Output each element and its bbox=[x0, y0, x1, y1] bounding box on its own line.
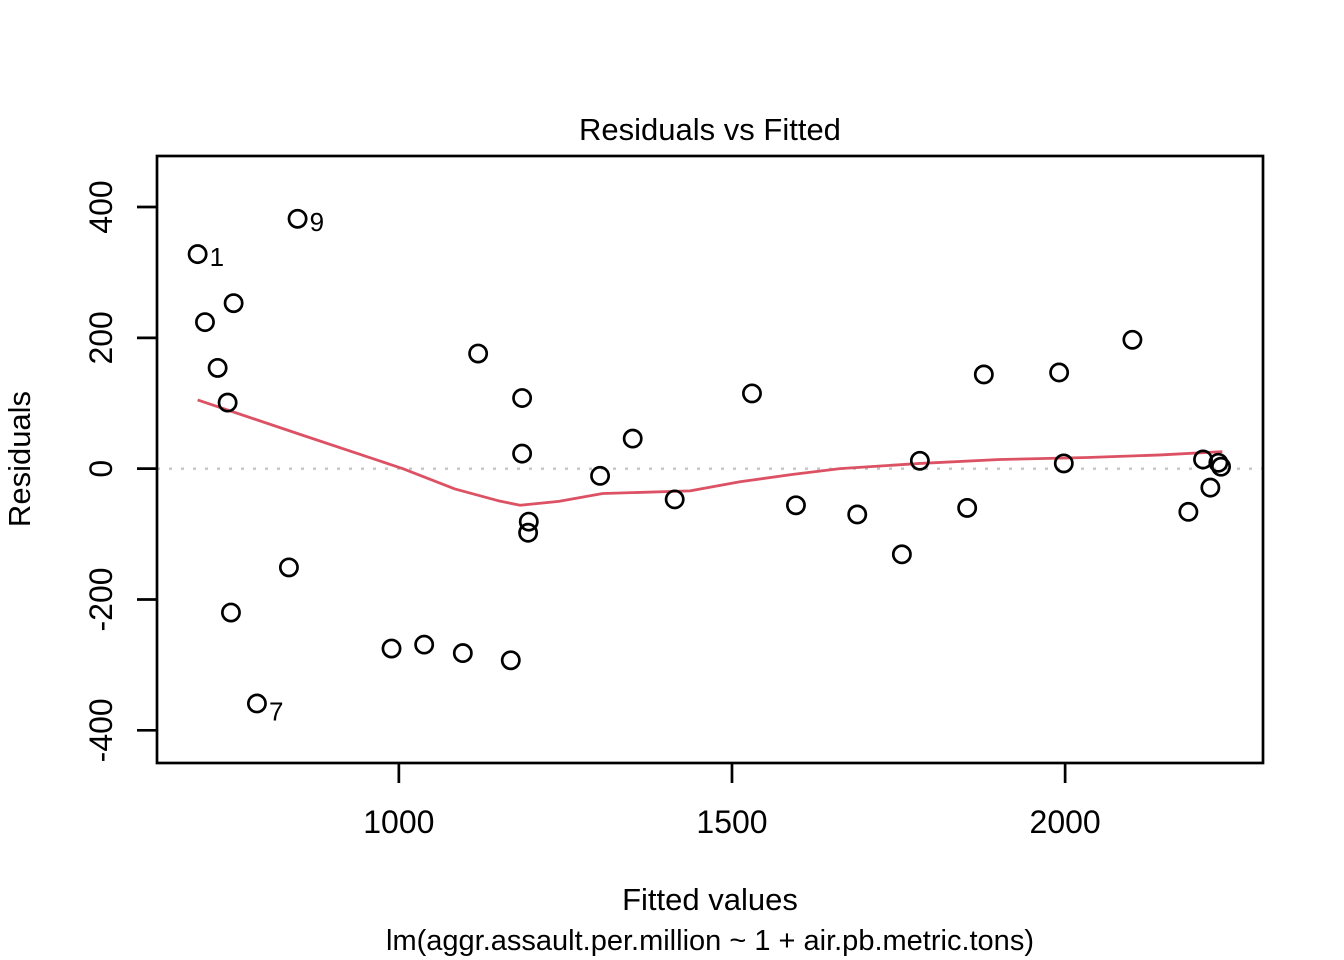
data-point bbox=[622, 428, 643, 449]
data-point bbox=[742, 383, 762, 404]
data-point bbox=[1208, 452, 1229, 473]
data-point bbox=[217, 392, 238, 413]
data-point bbox=[785, 495, 806, 516]
y-tick-label: 400 bbox=[83, 180, 119, 233]
data-points-layer: 1 9 7 bbox=[187, 207, 1231, 726]
data-point bbox=[590, 465, 611, 486]
data-point bbox=[1122, 329, 1143, 350]
data-point bbox=[278, 557, 299, 578]
point-label: 7 bbox=[269, 696, 283, 726]
data-point bbox=[957, 497, 978, 518]
y-axis-label: Residuals bbox=[2, 391, 37, 527]
data-point bbox=[1200, 477, 1221, 498]
data-point bbox=[468, 343, 489, 364]
data-point bbox=[909, 450, 930, 471]
data-point bbox=[1053, 453, 1074, 474]
x-tick-label: 1000 bbox=[363, 804, 434, 840]
point-label: 9 bbox=[310, 207, 324, 237]
model-formula-label: lm(aggr.assault.per.million ~ 1 + air.pb… bbox=[386, 925, 1034, 957]
axes-layer: 1000 1500 2000 -400 -200 0 200 400 bbox=[83, 180, 1101, 840]
data-point bbox=[512, 388, 533, 408]
data-point bbox=[381, 638, 402, 659]
data-point bbox=[246, 693, 267, 714]
smooth-line bbox=[197, 398, 1223, 507]
data-point bbox=[1178, 501, 1199, 522]
data-point bbox=[1211, 456, 1231, 477]
data-point bbox=[195, 312, 215, 333]
data-point bbox=[891, 544, 912, 565]
data-point bbox=[452, 643, 473, 664]
data-point bbox=[512, 443, 533, 464]
y-tick-label: -200 bbox=[83, 567, 119, 631]
data-point bbox=[973, 364, 994, 385]
data-point bbox=[664, 489, 685, 510]
plot-border bbox=[155, 154, 1265, 765]
x-tick-label: 2000 bbox=[1030, 804, 1101, 840]
x-tick-label: 1500 bbox=[696, 804, 767, 840]
data-point bbox=[187, 244, 208, 265]
y-tick-label: -400 bbox=[83, 698, 119, 762]
data-point bbox=[287, 208, 308, 229]
data-point bbox=[847, 504, 868, 525]
point-label: 1 bbox=[210, 242, 224, 272]
y-tick-label: 200 bbox=[83, 311, 119, 364]
data-point bbox=[223, 293, 244, 314]
data-point bbox=[500, 650, 521, 671]
data-point bbox=[518, 522, 539, 543]
x-axis-label: Fitted values bbox=[622, 882, 798, 917]
y-tick-label: 0 bbox=[83, 460, 119, 478]
data-point bbox=[207, 357, 228, 378]
data-point bbox=[414, 634, 435, 655]
data-point bbox=[1049, 362, 1070, 383]
data-point bbox=[518, 511, 539, 532]
smooth-line-layer bbox=[197, 398, 1223, 507]
data-point bbox=[221, 602, 241, 623]
plot-title: Residuals vs Fitted bbox=[579, 112, 841, 147]
